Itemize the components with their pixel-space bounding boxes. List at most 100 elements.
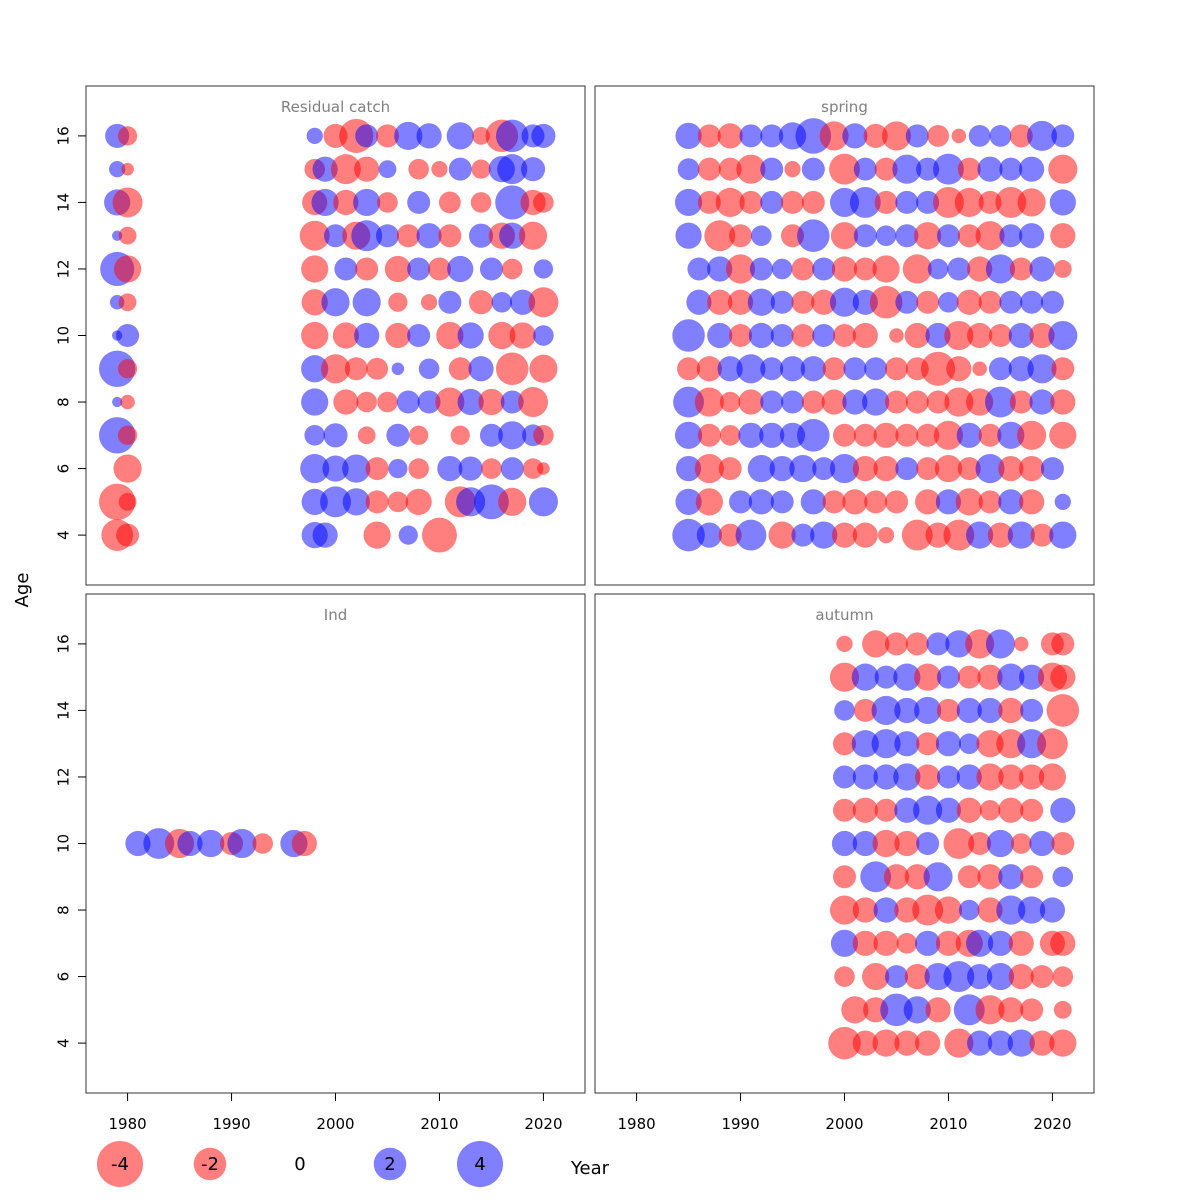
bubble-point <box>915 1030 941 1056</box>
bubble-point <box>177 830 203 857</box>
bubble-point <box>862 388 890 416</box>
bubble-point <box>491 291 513 313</box>
bubble-point <box>672 319 705 352</box>
bubble-point <box>719 391 741 413</box>
bubble-point <box>674 421 703 449</box>
bubble-point <box>998 997 1024 1023</box>
bubble-point <box>810 521 838 549</box>
panel-frame <box>594 85 1095 586</box>
bubble-point <box>828 1026 861 1060</box>
bubble-point <box>831 522 858 548</box>
bubble-point <box>1008 322 1034 349</box>
bubble-point <box>117 359 138 379</box>
bubble-point <box>320 486 351 518</box>
bubble-point <box>985 386 1016 418</box>
bubble-point <box>956 764 982 790</box>
bubble-point <box>518 221 548 250</box>
bubble-point <box>852 455 878 482</box>
bubble-point <box>934 896 963 924</box>
bubble-point <box>356 391 377 413</box>
bubble-point <box>1018 896 1046 924</box>
bubble-point <box>717 356 743 382</box>
bubble-point <box>853 157 877 181</box>
bubble-point <box>943 828 975 859</box>
bubble-point <box>391 362 405 376</box>
bubble-point <box>812 257 836 281</box>
bubble-point <box>1038 763 1067 791</box>
legend-item: -2 <box>193 1147 227 1181</box>
bubble-point <box>924 962 952 991</box>
panel-title: autumn <box>815 606 873 624</box>
bubble-point <box>967 1030 993 1056</box>
bubble-point <box>874 798 898 822</box>
bubble-point <box>735 519 767 551</box>
bubble-point <box>1050 930 1076 956</box>
bubble-point <box>926 390 950 414</box>
bubble-point <box>1019 455 1045 482</box>
bubble-point <box>718 457 742 481</box>
bubble-point <box>386 423 410 447</box>
bubble-point <box>842 489 868 515</box>
bubble-point <box>1010 833 1032 854</box>
bubble-point <box>904 864 930 890</box>
bubble-point <box>944 387 974 417</box>
bubble-point <box>529 354 558 383</box>
bubble-point <box>822 490 846 514</box>
bubble-point <box>353 188 381 217</box>
bubble-point <box>448 157 472 181</box>
bubble-point <box>955 488 983 516</box>
bubble-point <box>884 357 908 381</box>
bubble-point <box>978 423 1002 447</box>
bubble-point <box>420 294 438 311</box>
bubble-point <box>1007 521 1035 549</box>
bubble-point <box>996 895 1026 925</box>
bubble-point <box>1030 523 1054 547</box>
bubble-point <box>342 488 370 516</box>
bubble-point <box>312 522 338 548</box>
bubble-point <box>956 797 982 823</box>
bubble-point <box>852 797 878 823</box>
bubble-point <box>914 663 942 691</box>
bubble-point <box>872 1029 900 1057</box>
y-tick-label: 16 <box>55 126 73 145</box>
bubble-point <box>719 425 741 446</box>
bubble-point <box>905 632 929 656</box>
bubble-point <box>1029 322 1055 349</box>
bubble-point <box>997 421 1025 449</box>
bubble-point <box>1020 865 1044 889</box>
bubble-point <box>1017 188 1046 217</box>
bubble-point <box>533 259 554 279</box>
bubble-point <box>695 488 723 516</box>
bubble-point <box>781 390 805 414</box>
bubble-point <box>997 663 1025 691</box>
bubble-point <box>912 894 944 926</box>
bubble-point <box>894 697 920 724</box>
bubble-point <box>342 454 371 483</box>
bubble-point <box>481 458 502 479</box>
bubble-point <box>99 483 136 521</box>
bubble-point <box>686 289 712 315</box>
bubble-point <box>988 357 1012 381</box>
bubble-point <box>498 487 527 516</box>
bubble-point <box>894 897 920 923</box>
legend-label: -2 <box>201 1154 219 1175</box>
bubble-point <box>495 352 529 386</box>
bubble-point <box>916 423 940 447</box>
bubble-point <box>479 257 503 281</box>
bubble-point <box>1050 389 1076 415</box>
bubble-point <box>113 454 142 483</box>
bubble-point <box>871 695 901 725</box>
bubble-point <box>1050 664 1076 690</box>
bubble-point <box>675 455 702 482</box>
bubble-point <box>944 1028 974 1058</box>
bubble-point <box>471 159 491 179</box>
bubble-point <box>901 519 933 551</box>
bubble-point <box>822 357 846 381</box>
bubble-point <box>528 287 559 318</box>
bubble-point <box>501 258 523 280</box>
bubble-point <box>881 121 912 151</box>
y-tick-label: 10 <box>55 326 73 345</box>
bubble-point <box>533 325 554 346</box>
bubble-point <box>330 154 361 185</box>
bubble-point <box>842 123 868 149</box>
